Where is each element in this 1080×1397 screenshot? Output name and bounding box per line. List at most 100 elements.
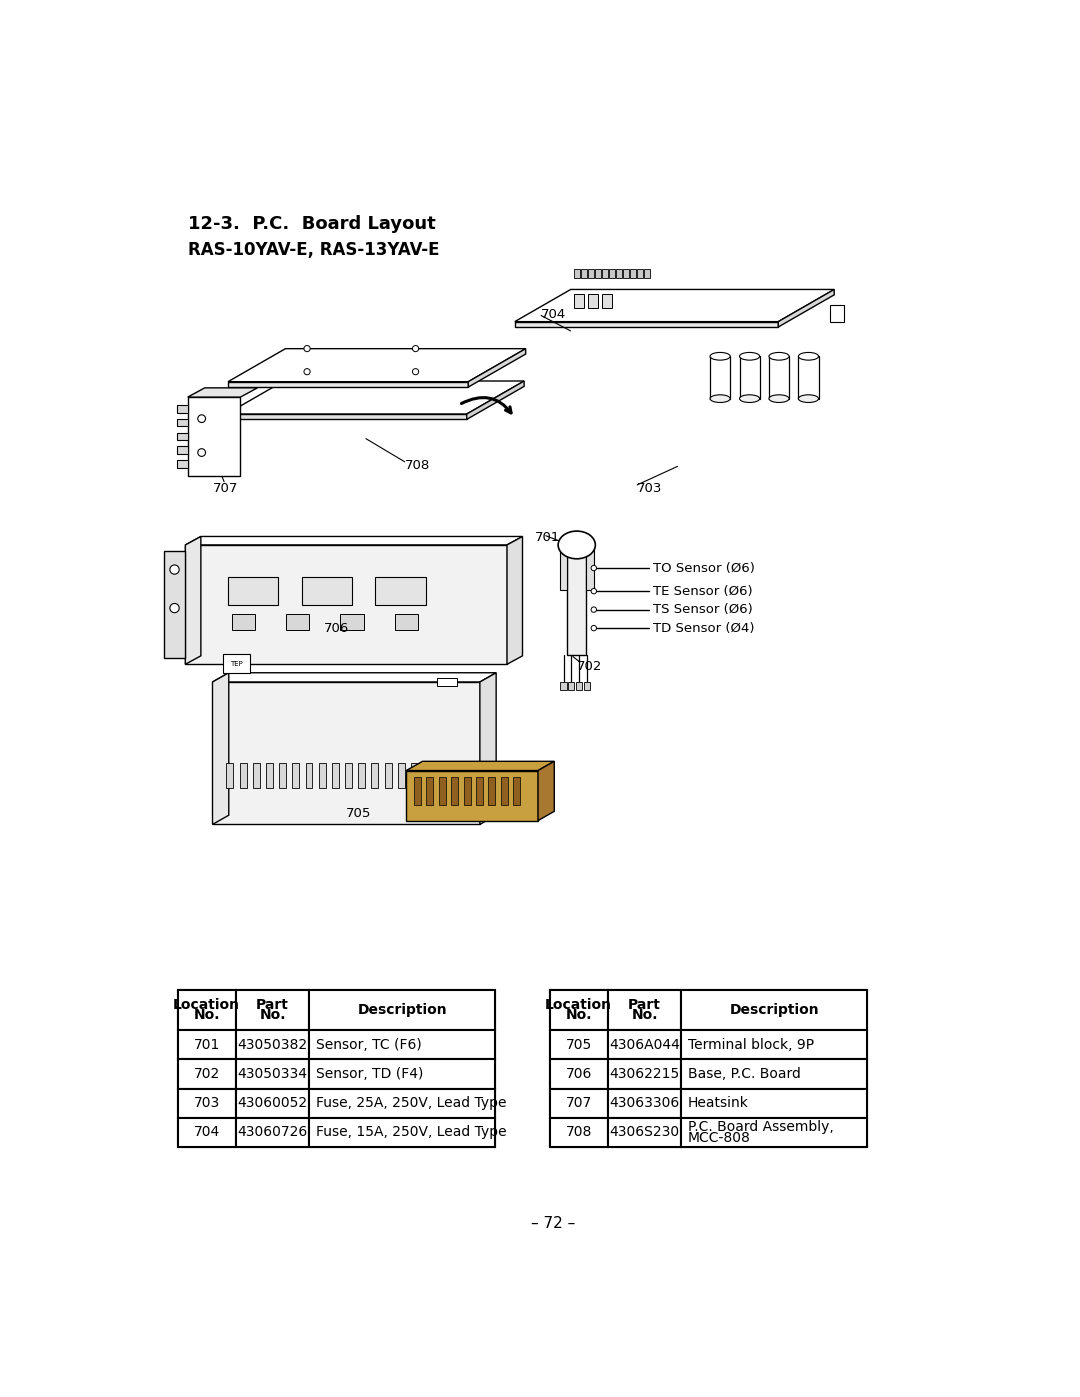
Polygon shape bbox=[414, 777, 421, 805]
Ellipse shape bbox=[710, 395, 730, 402]
Text: 707: 707 bbox=[566, 1097, 592, 1111]
Polygon shape bbox=[550, 1118, 608, 1147]
Polygon shape bbox=[608, 1088, 681, 1118]
Polygon shape bbox=[623, 268, 629, 278]
Text: MCC-808: MCC-808 bbox=[688, 1130, 751, 1144]
Polygon shape bbox=[235, 1088, 309, 1118]
Polygon shape bbox=[213, 673, 496, 682]
Polygon shape bbox=[595, 268, 600, 278]
Polygon shape bbox=[451, 777, 458, 805]
Polygon shape bbox=[559, 545, 567, 590]
Text: Base, P.C. Board: Base, P.C. Board bbox=[688, 1067, 800, 1081]
Polygon shape bbox=[798, 356, 819, 398]
Polygon shape bbox=[437, 678, 457, 686]
Polygon shape bbox=[177, 990, 235, 1030]
Polygon shape bbox=[589, 268, 594, 278]
Polygon shape bbox=[213, 682, 480, 824]
Ellipse shape bbox=[710, 352, 730, 360]
Polygon shape bbox=[177, 419, 188, 426]
Polygon shape bbox=[603, 293, 611, 307]
Circle shape bbox=[198, 448, 205, 457]
Polygon shape bbox=[177, 1059, 235, 1088]
Text: P.C. Board Assembly,: P.C. Board Assembly, bbox=[688, 1120, 834, 1134]
Polygon shape bbox=[235, 1030, 309, 1059]
Polygon shape bbox=[681, 1088, 867, 1118]
Polygon shape bbox=[769, 356, 789, 398]
Polygon shape bbox=[213, 673, 229, 824]
Polygon shape bbox=[319, 763, 326, 788]
Text: Part: Part bbox=[629, 997, 661, 1011]
Text: Location: Location bbox=[545, 997, 612, 1011]
Polygon shape bbox=[469, 349, 526, 387]
Polygon shape bbox=[681, 990, 867, 1030]
Polygon shape bbox=[188, 397, 241, 475]
Polygon shape bbox=[424, 763, 431, 788]
Polygon shape bbox=[301, 577, 352, 605]
Ellipse shape bbox=[740, 352, 759, 360]
Polygon shape bbox=[177, 433, 188, 440]
Text: 43050382: 43050382 bbox=[238, 1038, 308, 1052]
Text: 43063306: 43063306 bbox=[609, 1097, 679, 1111]
Circle shape bbox=[413, 345, 419, 352]
Polygon shape bbox=[309, 1118, 496, 1147]
Ellipse shape bbox=[798, 352, 819, 360]
Circle shape bbox=[170, 564, 179, 574]
Text: Fuse, 15A, 250V, Lead Type: Fuse, 15A, 250V, Lead Type bbox=[315, 1126, 507, 1140]
Polygon shape bbox=[575, 293, 583, 307]
Polygon shape bbox=[186, 545, 507, 665]
Ellipse shape bbox=[798, 395, 819, 402]
Polygon shape bbox=[463, 777, 471, 805]
Ellipse shape bbox=[558, 531, 595, 559]
Polygon shape bbox=[309, 990, 496, 1030]
Text: 4306A044: 4306A044 bbox=[609, 1038, 680, 1052]
Polygon shape bbox=[227, 381, 524, 414]
Text: 706: 706 bbox=[324, 622, 349, 636]
Polygon shape bbox=[228, 381, 469, 387]
Polygon shape bbox=[550, 1059, 608, 1088]
Polygon shape bbox=[561, 682, 567, 690]
Polygon shape bbox=[340, 615, 364, 630]
Text: 707: 707 bbox=[213, 482, 238, 495]
Polygon shape bbox=[575, 268, 580, 278]
Polygon shape bbox=[177, 1088, 235, 1118]
Polygon shape bbox=[235, 1118, 309, 1147]
Polygon shape bbox=[467, 381, 524, 419]
Polygon shape bbox=[589, 293, 597, 307]
Circle shape bbox=[170, 604, 179, 613]
Polygon shape bbox=[309, 1088, 496, 1118]
Text: Terminal block, 9P: Terminal block, 9P bbox=[688, 1038, 813, 1052]
Text: TE Sensor (Ø6): TE Sensor (Ø6) bbox=[652, 584, 753, 598]
Polygon shape bbox=[332, 763, 339, 788]
Polygon shape bbox=[186, 536, 201, 665]
Polygon shape bbox=[427, 777, 433, 805]
Polygon shape bbox=[177, 447, 188, 454]
Polygon shape bbox=[177, 460, 188, 468]
Polygon shape bbox=[608, 1030, 681, 1059]
Ellipse shape bbox=[769, 395, 789, 402]
Polygon shape bbox=[586, 545, 594, 590]
Polygon shape bbox=[538, 761, 554, 820]
Polygon shape bbox=[831, 306, 845, 323]
Polygon shape bbox=[740, 356, 759, 398]
Polygon shape bbox=[406, 761, 554, 771]
Polygon shape bbox=[177, 405, 188, 412]
Polygon shape bbox=[550, 990, 608, 1030]
Text: 701: 701 bbox=[193, 1038, 220, 1052]
Polygon shape bbox=[240, 763, 246, 788]
Polygon shape bbox=[550, 1030, 608, 1059]
Polygon shape bbox=[480, 673, 496, 824]
Circle shape bbox=[591, 566, 596, 571]
Polygon shape bbox=[513, 777, 521, 805]
Circle shape bbox=[413, 369, 419, 374]
Polygon shape bbox=[345, 763, 352, 788]
Text: 704: 704 bbox=[541, 307, 566, 321]
Polygon shape bbox=[488, 777, 496, 805]
Text: 702: 702 bbox=[577, 661, 603, 673]
Text: 12-3.  P.C.  Board Layout: 12-3. P.C. Board Layout bbox=[188, 215, 435, 233]
Text: Description: Description bbox=[357, 1003, 447, 1017]
Polygon shape bbox=[410, 763, 418, 788]
Polygon shape bbox=[567, 545, 586, 655]
Polygon shape bbox=[476, 777, 483, 805]
Ellipse shape bbox=[740, 395, 759, 402]
Text: 703: 703 bbox=[193, 1097, 220, 1111]
